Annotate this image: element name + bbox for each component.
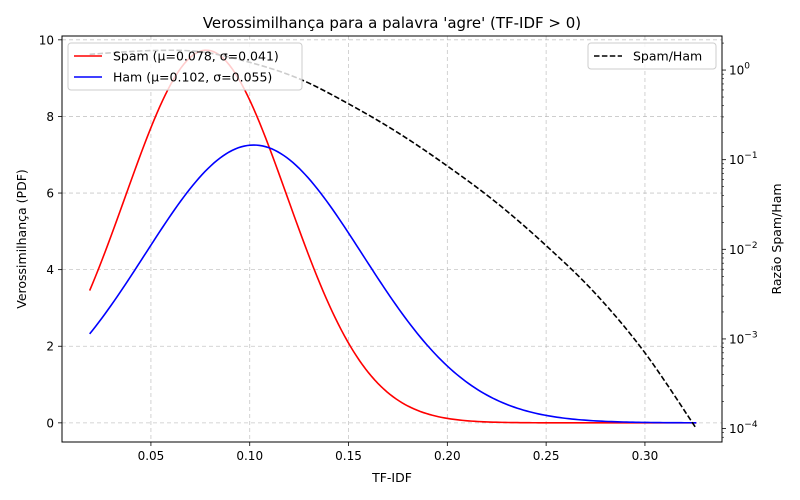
- y-axis-label-right: Razão Spam/Ham: [769, 183, 784, 294]
- y-left-tick-label: 10: [39, 33, 54, 47]
- legend-label-spam: Spam (μ=0.078, σ=0.041): [113, 49, 279, 64]
- plot-frame: [61, 35, 723, 443]
- x-tick-label: 0.25: [533, 449, 560, 463]
- y-right-tick-label: 100: [729, 62, 750, 78]
- chart-title: Verossimilhança para a palavra 'agre' (T…: [203, 14, 581, 32]
- y-right-tick-label: 10−3: [729, 330, 758, 346]
- y-right-tick-label: 10−2: [729, 241, 758, 257]
- y-right-tick-label: 10−1: [729, 151, 758, 167]
- y-left-tick-label: 8: [46, 110, 54, 124]
- x-tick-label: 0.05: [138, 449, 165, 463]
- y-left-tick-label: 2: [46, 340, 54, 354]
- legend-right: Spam/Ham: [587, 42, 717, 70]
- y-left-tick-label: 4: [46, 263, 54, 277]
- legend-right-box: [587, 42, 717, 70]
- x-tick-label: 0.30: [632, 449, 659, 463]
- legend-left-box: [67, 42, 303, 91]
- axes: 0.05 0.10 0.15 0.20 0.25 0.30 0 2 4 6 8 10 100 10−1 10…: [39, 33, 758, 463]
- grid: [62, 36, 722, 442]
- legend-label-ratio: Spam/Ham: [633, 49, 702, 64]
- y-axis-label-left: Verossimilhança (PDF): [14, 169, 29, 309]
- x-axis-label: TF-IDF: [371, 470, 412, 485]
- y-left-tick-label: 0: [46, 416, 54, 430]
- legend-label-ham: Ham (μ=0.102, σ=0.055): [113, 70, 272, 85]
- x-tick-label: 0.10: [236, 449, 263, 463]
- x-tick-label: 0.20: [434, 449, 461, 463]
- x-tick-label: 0.15: [335, 449, 362, 463]
- y-right-tick-label: 10−4: [729, 420, 758, 436]
- series-line-ham: [89, 144, 697, 424]
- y-left-tick-label: 6: [46, 187, 54, 201]
- legend-left: Spam (μ=0.078, σ=0.041) Ham (μ=0.102, σ=…: [67, 42, 303, 91]
